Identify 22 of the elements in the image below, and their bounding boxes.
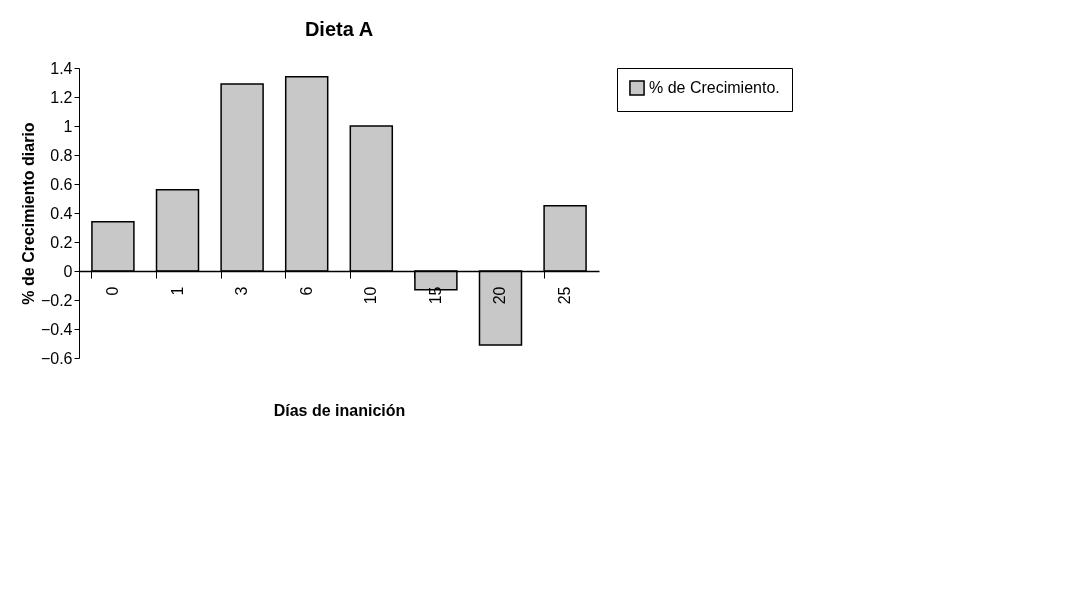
y-tick-label: 0.8 [50,146,73,164]
y-tick-label: 0 [63,262,73,280]
y-tick-label: 1.2 [50,88,73,106]
x-tick-label: 20 [491,286,509,305]
y-tick-label: 0.4 [50,204,73,222]
y-tick-label: 0.2 [50,233,73,251]
y-tick-label: 0.6 [50,175,73,193]
x-axis-title: Días de inanición [273,402,406,420]
y-tick-label: 1 [63,117,73,135]
y-tick-label: −0.6 [40,349,73,367]
x-tick-label: 6 [297,286,315,296]
y-tick-label: −0.2 [40,291,73,309]
y-tick-label: 1.4 [50,59,73,77]
x-tick-label: 10 [362,286,380,305]
y-axis-title: % de Crecimiento diario [19,122,37,305]
x-tick-label: 0 [103,286,121,296]
chart-title: Dieta A [304,18,374,40]
x-tick-label: 25 [556,286,574,305]
y-tick-label: −0.4 [40,320,73,338]
legend-label: % de Crecimiento. [649,79,780,96]
x-tick-label: 1 [168,286,186,296]
x-tick-label: 3 [233,286,251,296]
